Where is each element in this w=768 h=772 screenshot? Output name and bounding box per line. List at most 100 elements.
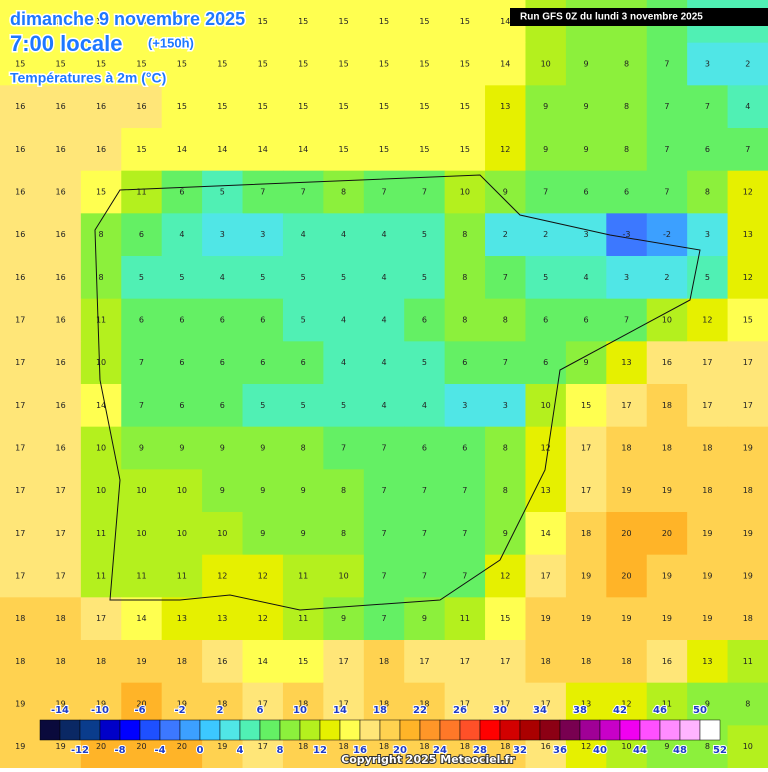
colorbar-label: 2: [217, 705, 224, 716]
temp-cell: [687, 426, 729, 470]
temp-value: 6: [422, 316, 427, 325]
temp-cell: [282, 426, 324, 470]
temp-value: 12: [258, 614, 268, 623]
temp-cell: [323, 640, 365, 684]
temp-cell: [646, 682, 688, 726]
temp-cell: [0, 256, 41, 300]
colorbar-swatch: [239, 719, 261, 741]
temp-cell: [687, 469, 729, 513]
temp-cell: [282, 640, 324, 684]
temp-cell: [525, 512, 567, 556]
temp-value: 10: [136, 486, 146, 495]
temp-value: 8: [99, 230, 104, 239]
temp-cell: [565, 85, 607, 129]
temp-cell: [525, 469, 567, 513]
temp-value: 6: [179, 316, 184, 325]
temp-cell: [485, 170, 526, 214]
temp-value: 20: [621, 572, 631, 581]
temp-cell: [0, 469, 41, 513]
temp-value: 19: [15, 700, 25, 709]
temp-cell: [282, 42, 324, 86]
temp-cell: [121, 85, 163, 129]
temp-value: 12: [743, 188, 753, 197]
temp-value: 19: [662, 486, 672, 495]
temp-cell: [363, 640, 405, 684]
temp-cell: [202, 554, 244, 598]
temp-value: 5: [260, 401, 265, 410]
temp-cell: [727, 682, 768, 726]
temp-cell: [282, 256, 324, 300]
temp-cell: [727, 85, 768, 129]
temp-cell: [363, 256, 405, 300]
temp-cell: [40, 0, 82, 44]
temp-cell: [687, 170, 729, 214]
colorbar-swatch: [159, 719, 181, 741]
temp-value: 10: [217, 529, 227, 538]
temp-cell: [727, 256, 768, 300]
temp-value: 16: [15, 273, 25, 282]
temp-value: 8: [341, 529, 346, 538]
temp-cell: [727, 341, 768, 385]
temp-value: 5: [543, 273, 548, 282]
temp-value: 9: [705, 700, 710, 709]
temp-cell: [282, 469, 324, 513]
colorbar-swatch: [579, 719, 601, 741]
temp-value: 15: [419, 145, 429, 154]
temp-cell: [0, 85, 41, 129]
temp-value: 9: [584, 145, 589, 154]
temp-value: 11: [136, 188, 146, 197]
temp-cell: [202, 298, 244, 342]
temp-cell: [404, 85, 446, 129]
temp-cell: [606, 426, 648, 470]
temp-cell: [121, 213, 163, 257]
temp-value: 6: [543, 316, 548, 325]
temp-cell: [606, 597, 648, 641]
temp-cell: [646, 170, 688, 214]
temp-cell: [0, 128, 41, 172]
temp-value: 7: [745, 145, 750, 154]
temp-value: 6: [220, 358, 225, 367]
temp-cell: [0, 0, 41, 44]
temp-cell: [0, 597, 41, 641]
temp-cell: [323, 128, 365, 172]
temp-cell: [525, 128, 567, 172]
temp-cell: [444, 426, 486, 470]
temp-cell: [525, 298, 567, 342]
temp-value: 7: [664, 188, 669, 197]
temp-value: 18: [702, 486, 712, 495]
temp-value: 6: [705, 145, 710, 154]
temp-value: 4: [745, 102, 750, 111]
colorbar-swatch: [79, 719, 101, 741]
temp-value: 18: [541, 657, 551, 666]
colorbar-swatch: [479, 719, 501, 741]
temp-value: 14: [96, 401, 106, 410]
temp-value: 17: [15, 486, 25, 495]
temp-cell: [323, 213, 365, 257]
temp-value: 17: [460, 657, 470, 666]
temp-value: 12: [258, 572, 268, 581]
temp-cell: [323, 426, 365, 470]
temp-cell: [687, 597, 729, 641]
temp-cell: [404, 42, 446, 86]
temp-cell: [565, 682, 607, 726]
temp-value: 18: [500, 742, 510, 751]
colorbar-label: 20: [393, 745, 407, 756]
temp-value: 3: [705, 230, 710, 239]
colorbar-swatch: [439, 719, 461, 741]
temp-cell: [444, 341, 486, 385]
temp-value: 12: [581, 742, 591, 751]
temp-value: 19: [621, 486, 631, 495]
temp-cell: [687, 341, 729, 385]
temp-cell: [161, 512, 203, 556]
temp-cell: [485, 341, 526, 385]
temp-value: 17: [702, 401, 712, 410]
temp-value: 16: [136, 102, 146, 111]
temp-cell: [40, 597, 82, 641]
temp-value: 19: [136, 657, 146, 666]
temp-cell: [363, 85, 405, 129]
temp-cell: [121, 426, 163, 470]
temp-cell: [444, 256, 486, 300]
temp-value: 7: [664, 102, 669, 111]
temp-cell: [363, 682, 405, 726]
temp-value: 16: [56, 316, 66, 325]
